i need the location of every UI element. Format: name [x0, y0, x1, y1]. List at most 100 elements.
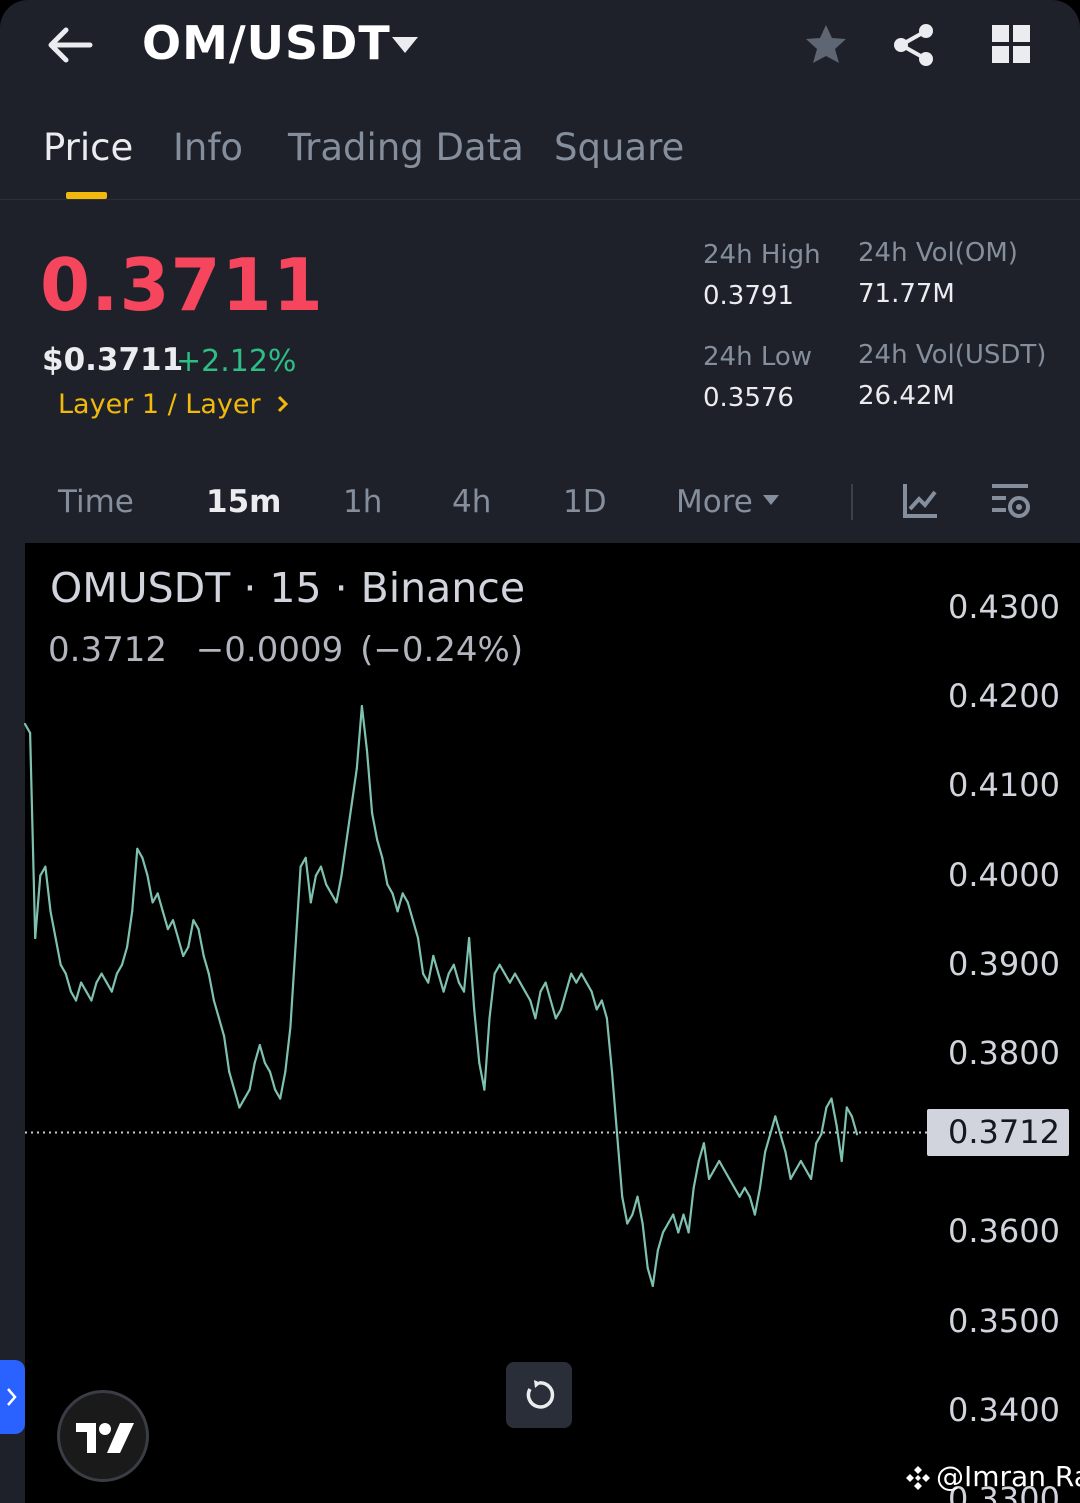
series-segment: [672, 1213, 680, 1234]
series-segment: [274, 1088, 282, 1100]
series-segment: [309, 874, 317, 904]
series-segment: [217, 1017, 226, 1038]
interval-1d[interactable]: 1D: [563, 484, 607, 520]
indicator-chart-icon[interactable]: [898, 479, 942, 523]
category-link[interactable]: Layer 1 / Layer: [58, 389, 261, 420]
series-segment: [641, 1222, 649, 1270]
series-segment: [319, 865, 328, 886]
series-segment: [656, 1231, 665, 1252]
tab-info[interactable]: Info: [173, 126, 244, 169]
series-segment: [120, 945, 129, 966]
tradingview-logo[interactable]: [57, 1390, 149, 1482]
series-segment: [105, 981, 113, 993]
series-segment: [427, 954, 435, 984]
chart-settings-icon[interactable]: [989, 479, 1033, 523]
series-segment: [697, 1142, 706, 1163]
pair-title[interactable]: OM/USDT: [142, 16, 391, 70]
series-segment: [146, 874, 154, 904]
share-icon[interactable]: [891, 22, 937, 68]
series-segment: [733, 1186, 741, 1198]
series-segment: [784, 1150, 792, 1181]
series-segment: [595, 999, 603, 1011]
y-tick-label: 0.3500: [948, 1301, 1060, 1340]
series-segment: [769, 1115, 777, 1136]
series-segment: [355, 704, 363, 770]
ohlc-change: −0.0009: [195, 630, 344, 670]
back-arrow-icon[interactable]: [44, 22, 94, 68]
interval-time[interactable]: Time: [58, 484, 134, 520]
series-segment: [396, 892, 404, 913]
section-tabs: Price Info Trading Data Square: [0, 118, 1080, 200]
series-segment: [136, 847, 144, 859]
series-segment: [779, 1133, 787, 1154]
grid-icon[interactable]: [989, 22, 1035, 68]
y-tick-label: 0.3300: [948, 1480, 1060, 1503]
series-segment: [44, 865, 52, 913]
series-segment: [294, 865, 302, 949]
series-segment: [758, 1150, 767, 1189]
tab-price[interactable]: Price: [43, 126, 134, 169]
series-segment: [243, 1088, 251, 1100]
series-segment: [825, 1097, 833, 1109]
drawing-toolbar-toggle[interactable]: [0, 1360, 25, 1434]
chart-symbol-title: OMUSDT · 15 · Binance: [50, 564, 526, 612]
series-segment: [228, 1070, 236, 1091]
series-segment: [253, 1043, 261, 1065]
series-segment: [600, 999, 609, 1020]
series-segment: [171, 919, 180, 940]
series-segment: [452, 963, 460, 984]
series-segment: [416, 936, 425, 975]
series-segment: [488, 972, 496, 1020]
series-segment: [661, 1222, 670, 1234]
tab-square[interactable]: Square: [554, 126, 685, 169]
series-segment: [626, 1213, 634, 1225]
star-icon[interactable]: [803, 22, 849, 68]
series-segment: [381, 856, 389, 886]
series-segment: [462, 936, 471, 993]
series-segment: [115, 963, 124, 975]
series-segment: [330, 892, 338, 904]
series-segment: [830, 1097, 838, 1127]
series-segment: [151, 892, 159, 904]
interval-4h[interactable]: 4h: [452, 484, 492, 520]
series-segment: [483, 1017, 491, 1091]
active-tab-indicator: [66, 192, 107, 199]
series-segment: [340, 838, 348, 877]
series-segment: [677, 1213, 685, 1234]
series-segment: [258, 1043, 266, 1065]
series-segment: [371, 812, 379, 842]
series-segment: [529, 999, 537, 1020]
series-segment: [631, 1195, 639, 1216]
series-segment: [702, 1142, 711, 1181]
caret-down-icon[interactable]: [762, 494, 780, 506]
series-segment: [59, 963, 67, 975]
tab-trading-data[interactable]: Trading Data: [288, 126, 524, 169]
series-segment: [718, 1159, 726, 1172]
series-segment: [651, 1249, 660, 1288]
series-segment: [376, 838, 384, 859]
series-segment: [100, 972, 108, 984]
chevron-right-icon[interactable]: [274, 392, 292, 416]
interval-15m[interactable]: 15m: [206, 484, 282, 520]
series-segment: [743, 1186, 751, 1198]
ohlc-change-pct: (−0.24%): [360, 630, 524, 670]
series-segment: [23, 722, 32, 735]
interval-more[interactable]: More: [676, 484, 753, 520]
series-segment: [263, 1061, 272, 1073]
series-segment: [799, 1159, 808, 1172]
series-segment: [666, 1213, 675, 1225]
series-segment: [687, 1186, 695, 1234]
series-segment: [621, 1195, 629, 1225]
interval-1h[interactable]: 1h: [343, 484, 383, 520]
reset-chart-button[interactable]: [506, 1362, 572, 1428]
series-segment: [498, 963, 506, 975]
price-chart[interactable]: [25, 543, 1080, 1503]
series-segment: [365, 749, 374, 815]
caret-down-icon[interactable]: [390, 34, 420, 56]
series-segment: [728, 1177, 736, 1189]
series-segment: [177, 936, 185, 958]
series-segment: [335, 874, 343, 904]
series-segment: [590, 990, 598, 1011]
series-segment: [468, 936, 476, 1011]
series-segment: [570, 972, 578, 984]
